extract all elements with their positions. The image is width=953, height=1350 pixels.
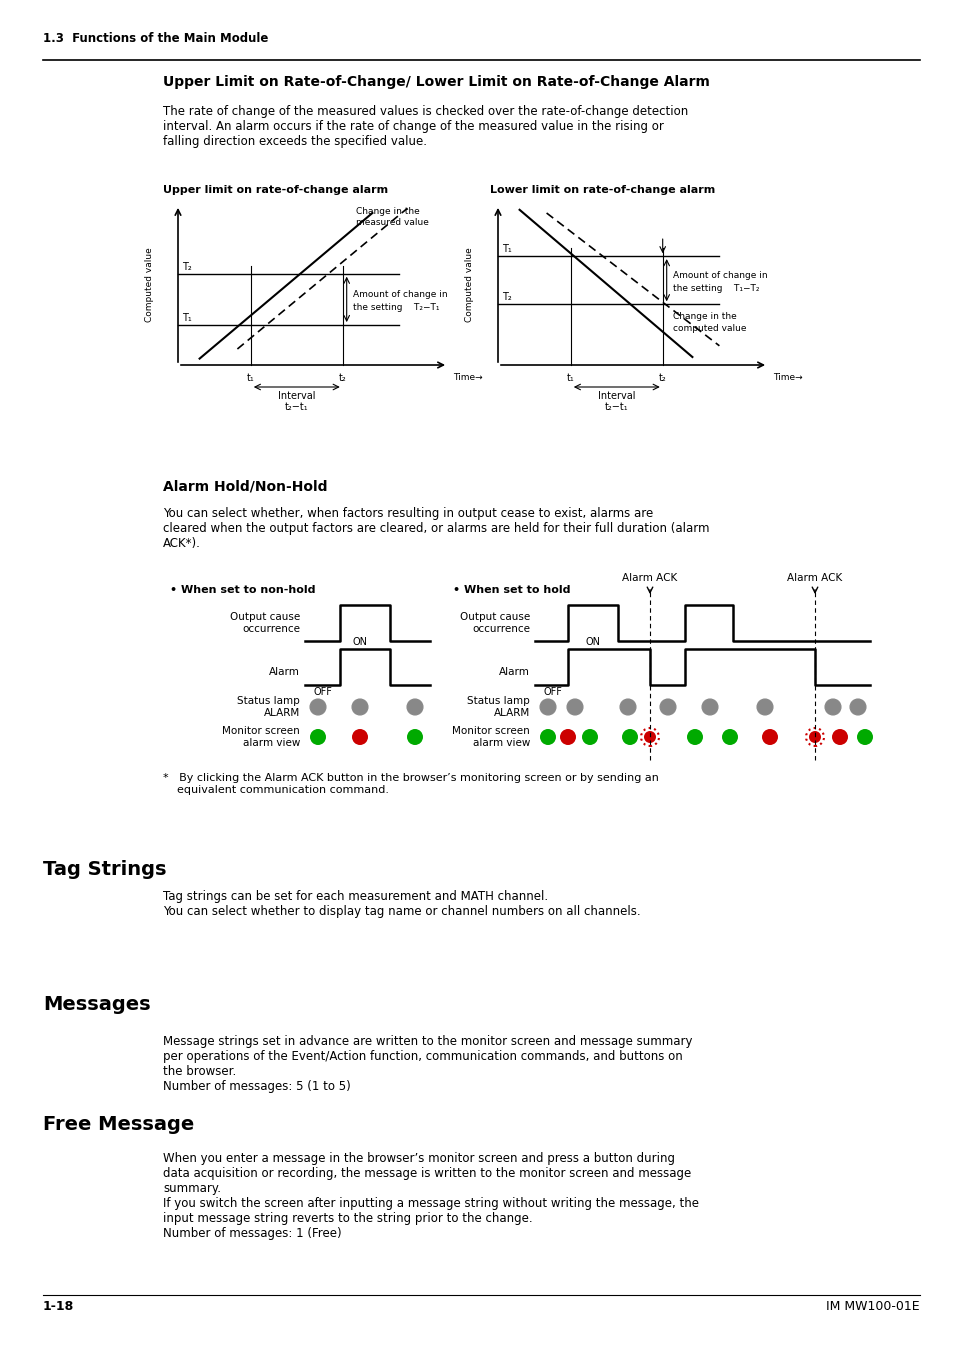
Text: Alarm Hold/Non-Hold: Alarm Hold/Non-Hold xyxy=(163,481,327,494)
Circle shape xyxy=(761,729,778,745)
Text: • When set to hold: • When set to hold xyxy=(453,585,570,595)
Text: Time→: Time→ xyxy=(453,373,482,382)
Text: 1.3  Functions of the Main Module: 1.3 Functions of the Main Module xyxy=(43,32,268,45)
Circle shape xyxy=(619,699,636,716)
Text: OFF: OFF xyxy=(314,687,332,697)
Text: Lower limit on rate-of-change alarm: Lower limit on rate-of-change alarm xyxy=(490,185,715,194)
Circle shape xyxy=(721,729,738,745)
Text: T₁: T₁ xyxy=(501,244,511,254)
Text: Output cause
occurrence: Output cause occurrence xyxy=(230,612,299,633)
Circle shape xyxy=(808,730,821,742)
Text: Free Message: Free Message xyxy=(43,1115,194,1134)
Text: IM MW100-01E: IM MW100-01E xyxy=(825,1300,919,1314)
Text: You can select whether, when factors resulting in output cease to exist, alarms : You can select whether, when factors res… xyxy=(163,508,709,549)
Circle shape xyxy=(659,699,676,716)
Text: Alarm ACK: Alarm ACK xyxy=(621,572,677,583)
Circle shape xyxy=(831,729,847,745)
Text: Change in the: Change in the xyxy=(355,207,419,216)
Text: ON: ON xyxy=(352,637,367,647)
Text: the setting    T₂−T₁: the setting T₂−T₁ xyxy=(353,302,438,312)
Text: Tag strings can be set for each measurement and MATH channel.
You can select whe: Tag strings can be set for each measurem… xyxy=(163,890,640,918)
Text: T₂: T₂ xyxy=(182,262,192,271)
Text: computed value: computed value xyxy=(672,324,745,333)
Text: t₁: t₁ xyxy=(566,373,574,383)
Text: 1-18: 1-18 xyxy=(43,1300,74,1314)
Circle shape xyxy=(581,729,598,745)
Circle shape xyxy=(539,699,556,716)
Text: Alarm: Alarm xyxy=(269,667,299,676)
Text: Upper Limit on Rate-of-Change/ Lower Limit on Rate-of-Change Alarm: Upper Limit on Rate-of-Change/ Lower Lim… xyxy=(163,76,709,89)
Text: Time→: Time→ xyxy=(772,373,801,382)
Circle shape xyxy=(407,699,422,716)
Circle shape xyxy=(643,730,656,742)
Circle shape xyxy=(566,699,582,716)
Text: t₂−t₁: t₂−t₁ xyxy=(604,402,628,412)
Text: Monitor screen
alarm view: Monitor screen alarm view xyxy=(222,726,299,748)
Text: Message strings set in advance are written to the monitor screen and message sum: Message strings set in advance are writt… xyxy=(163,1035,692,1094)
Text: Amount of change in: Amount of change in xyxy=(353,290,447,298)
Text: *   By clicking the Alarm ACK button in the browser’s monitoring screen or by se: * By clicking the Alarm ACK button in th… xyxy=(163,774,659,795)
Circle shape xyxy=(824,699,841,716)
Text: Alarm ACK: Alarm ACK xyxy=(786,572,841,583)
Circle shape xyxy=(686,729,702,745)
Circle shape xyxy=(352,699,368,716)
Circle shape xyxy=(757,699,772,716)
Text: • When set to non-hold: • When set to non-hold xyxy=(170,585,315,595)
Text: Amount of change in: Amount of change in xyxy=(672,271,766,279)
Text: Alarm: Alarm xyxy=(498,667,530,676)
Text: T₁: T₁ xyxy=(182,313,192,323)
Text: Interval: Interval xyxy=(277,392,315,401)
Text: the setting    T₁−T₂: the setting T₁−T₂ xyxy=(672,284,759,293)
Text: t₁: t₁ xyxy=(247,373,254,383)
Text: T₂: T₂ xyxy=(501,292,511,302)
Text: Status lamp
ALARM: Status lamp ALARM xyxy=(467,697,530,718)
Text: Change in the: Change in the xyxy=(672,312,736,321)
Circle shape xyxy=(849,699,865,716)
Circle shape xyxy=(352,729,368,745)
Text: The rate of change of the measured values is checked over the rate-of-change det: The rate of change of the measured value… xyxy=(163,105,687,148)
Circle shape xyxy=(621,729,638,745)
Circle shape xyxy=(310,699,326,716)
Text: t₂: t₂ xyxy=(659,373,666,383)
Circle shape xyxy=(539,729,556,745)
Text: Output cause
occurrence: Output cause occurrence xyxy=(459,612,530,633)
Text: t₂−t₁: t₂−t₁ xyxy=(285,402,308,412)
Circle shape xyxy=(310,729,326,745)
Circle shape xyxy=(701,699,718,716)
Text: t₂: t₂ xyxy=(338,373,346,383)
Text: OFF: OFF xyxy=(543,687,562,697)
Text: Status lamp
ALARM: Status lamp ALARM xyxy=(237,697,299,718)
Text: ON: ON xyxy=(585,637,599,647)
Text: Computed value: Computed value xyxy=(465,247,474,323)
Text: Tag Strings: Tag Strings xyxy=(43,860,167,879)
Circle shape xyxy=(559,729,576,745)
Text: Messages: Messages xyxy=(43,995,151,1014)
Text: Interval: Interval xyxy=(598,392,635,401)
Text: Computed value: Computed value xyxy=(146,247,154,323)
Text: Upper limit on rate-of-change alarm: Upper limit on rate-of-change alarm xyxy=(163,185,388,194)
Circle shape xyxy=(407,729,422,745)
Text: Monitor screen
alarm view: Monitor screen alarm view xyxy=(452,726,530,748)
Text: measured value: measured value xyxy=(355,217,429,227)
Text: When you enter a message in the browser’s monitor screen and press a button duri: When you enter a message in the browser’… xyxy=(163,1152,699,1241)
Circle shape xyxy=(856,729,872,745)
